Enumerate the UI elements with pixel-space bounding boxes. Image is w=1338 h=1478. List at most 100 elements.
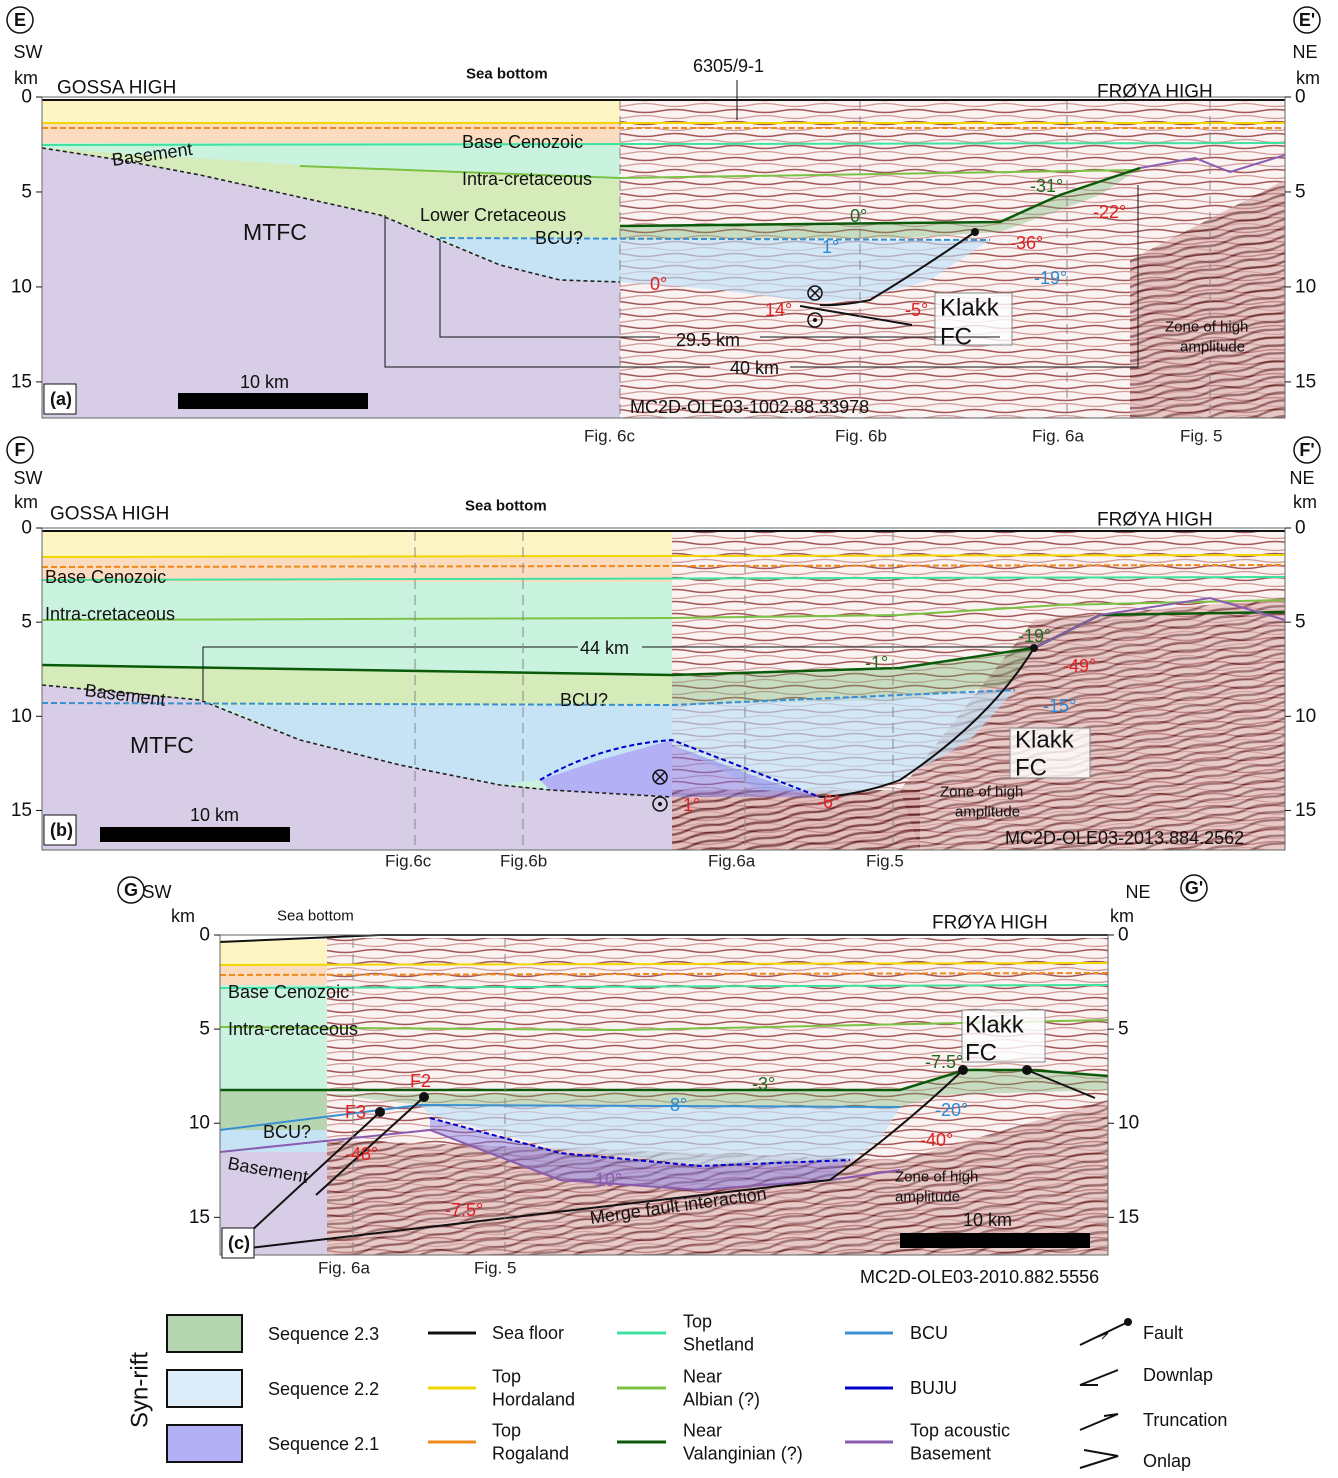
label: 5 xyxy=(199,1019,210,1040)
label: -7.5° xyxy=(445,1200,483,1220)
label: 5 xyxy=(21,181,32,202)
label: 10 km xyxy=(240,372,289,392)
label: 10 xyxy=(1118,1113,1139,1134)
label: Sea bottom xyxy=(277,908,354,925)
label: 0° xyxy=(850,206,867,226)
label: Near xyxy=(683,1421,722,1441)
label: MTFC xyxy=(243,219,307,245)
label: -3° xyxy=(752,1074,775,1094)
label: 0° xyxy=(650,274,667,294)
label: SW xyxy=(14,468,43,488)
label: Onlap xyxy=(1143,1451,1191,1471)
label: Intra-cretaceous xyxy=(228,1019,358,1039)
label: NE xyxy=(1289,468,1314,488)
label: -40° xyxy=(920,1130,953,1150)
label: amplitude xyxy=(1180,339,1245,356)
label: BCU? xyxy=(560,690,608,710)
label: Truncation xyxy=(1143,1410,1227,1430)
label: FC xyxy=(1015,755,1047,782)
label: Sea bottom xyxy=(466,66,548,83)
label: 15 xyxy=(11,371,32,392)
label: (a) xyxy=(50,389,72,409)
label: GOSSA HIGH xyxy=(57,78,176,99)
label: Fig. 6a xyxy=(318,1259,371,1278)
label: -31° xyxy=(1030,176,1063,196)
label: 15 xyxy=(1295,371,1316,392)
label: 10 xyxy=(1295,706,1316,727)
label: km xyxy=(1293,492,1317,512)
label: Near xyxy=(683,1367,722,1387)
label: F3 xyxy=(345,1102,366,1122)
label: 10 xyxy=(189,1113,210,1134)
label: (c) xyxy=(228,1233,250,1253)
label: Sequence 2.2 xyxy=(268,1379,379,1399)
label: Top xyxy=(492,1421,521,1441)
label: -6° xyxy=(817,792,840,812)
label: Sequence 2.1 xyxy=(268,1434,379,1454)
label: 6305/9-1 xyxy=(693,56,764,76)
label: -19° xyxy=(1034,268,1067,288)
label: Base Cenozoic xyxy=(462,132,583,152)
label: -48° xyxy=(345,1144,378,1164)
label: Fig. 6a xyxy=(1032,427,1085,446)
label: Klakk xyxy=(965,1012,1025,1039)
label: Fault xyxy=(1143,1323,1183,1343)
label: Rogaland xyxy=(492,1444,569,1464)
label: Fig. 5 xyxy=(474,1259,517,1278)
label: Sequence 2.3 xyxy=(268,1324,379,1344)
label: -22° xyxy=(1093,202,1126,222)
label: 10 xyxy=(1295,276,1316,297)
label: Fig.6b xyxy=(500,852,547,871)
figure: EE'SWNEkmkm005510101515GOSSA HIGHSea bot… xyxy=(0,0,1338,1473)
label: Fig. 6c xyxy=(584,427,636,446)
label: Top acoustic xyxy=(910,1421,1010,1441)
label: FC xyxy=(965,1040,997,1067)
label: 15 xyxy=(1295,800,1316,821)
label: Intra-cretaceous xyxy=(462,169,592,189)
label: amplitude xyxy=(955,804,1020,821)
label: 14° xyxy=(765,300,792,320)
label: Sea bottom xyxy=(465,498,547,515)
label: Fig.5 xyxy=(866,852,904,871)
label: Zone of high xyxy=(895,1169,978,1186)
label: E' xyxy=(1299,10,1315,30)
label: 10 km xyxy=(190,805,239,825)
label: Fig.6c xyxy=(385,852,432,871)
label: Sea floor xyxy=(492,1323,564,1343)
label: Zone of high xyxy=(940,784,1023,801)
label: Downlap xyxy=(1143,1365,1213,1385)
label: 5 xyxy=(21,612,32,633)
label: 0 xyxy=(1295,518,1306,539)
label: FC xyxy=(940,324,972,351)
label: Zone of high xyxy=(1165,319,1248,336)
label: F xyxy=(15,440,26,460)
label: Lower Cretaceous xyxy=(420,205,566,225)
label: km xyxy=(14,68,38,88)
label: -36° xyxy=(1010,233,1043,253)
label: SW xyxy=(14,42,43,62)
label: 0 xyxy=(21,87,32,108)
label: 15 xyxy=(189,1207,210,1228)
label: Hordaland xyxy=(492,1390,575,1410)
label: km xyxy=(14,492,38,512)
label: 1° xyxy=(822,237,839,257)
label: 0 xyxy=(1295,87,1306,108)
label: km xyxy=(1110,906,1134,926)
label: NE xyxy=(1125,882,1150,902)
label: (b) xyxy=(50,820,73,840)
label: km xyxy=(1296,68,1320,88)
label: Fig. 6b xyxy=(835,427,887,446)
label: MC2D-OLE03-2010.882.5556 xyxy=(860,1267,1099,1287)
label: G xyxy=(124,880,138,900)
label: 0 xyxy=(21,518,32,539)
label: 10 km xyxy=(963,1210,1012,1230)
label: 0 xyxy=(1118,925,1129,946)
label: -49° xyxy=(1063,656,1096,676)
label: 8° xyxy=(670,1095,687,1115)
label: GOSSA HIGH xyxy=(50,504,169,525)
label: 10° xyxy=(595,1170,622,1190)
label: E xyxy=(14,10,26,30)
label: 0 xyxy=(199,925,210,946)
label: 5 xyxy=(1295,612,1306,633)
label: amplitude xyxy=(895,1189,960,1206)
